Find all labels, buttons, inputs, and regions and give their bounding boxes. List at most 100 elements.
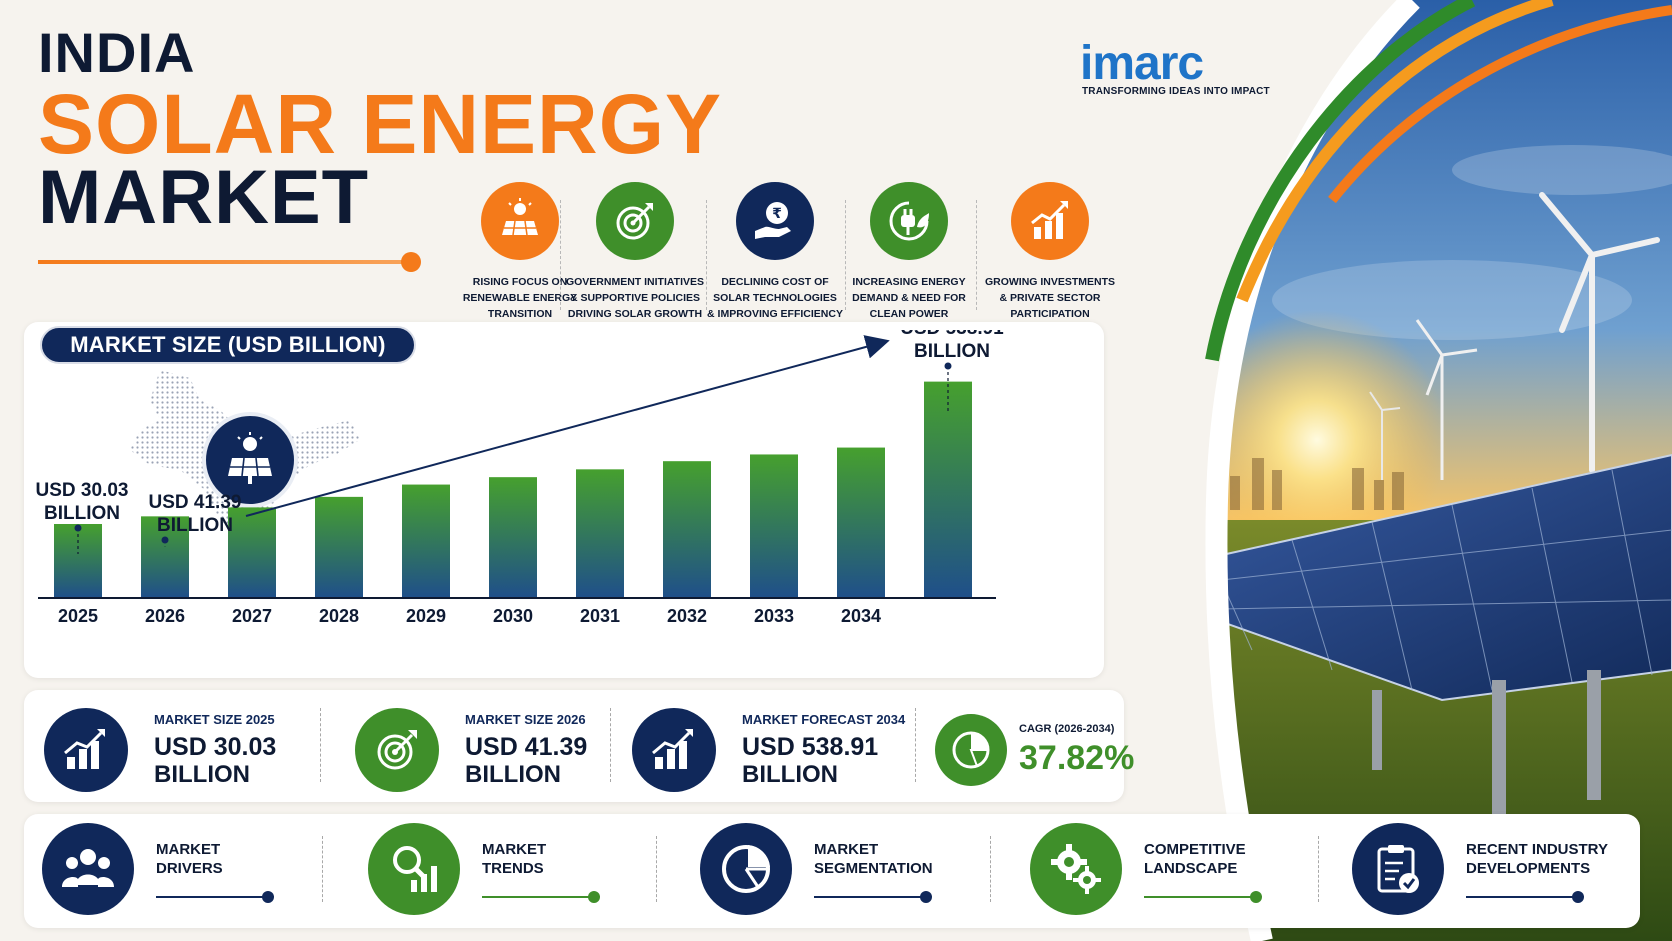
data-label-line: USD 41.39 — [149, 492, 242, 513]
title-underline — [38, 260, 413, 264]
chart-bar — [663, 461, 711, 598]
driver-item: INCREASING ENERGY DEMAND & NEED FOR CLEAN … — [834, 182, 984, 322]
kpi-label: MARKET SIZE 2025 — [154, 711, 275, 727]
bar-chart-icon — [44, 708, 128, 792]
divider — [976, 200, 977, 310]
x-tick-label: 2032 — [667, 606, 707, 626]
data-label: USD 538.91 BILLION — [900, 330, 1004, 362]
target-icon — [355, 708, 439, 792]
divider — [610, 708, 611, 782]
magnifier-chart-icon — [368, 823, 460, 915]
nav-label-line: COMPETITIVE — [1144, 841, 1246, 858]
x-tick-label: 2028 — [319, 606, 359, 626]
nav-label-line: RECENT INDUSTRY — [1466, 841, 1608, 858]
brand-logo: imarc — [1080, 37, 1204, 90]
chart-bar — [924, 381, 972, 598]
driver-label-line: & SUPPORTIVE POLICIES — [569, 292, 701, 304]
driver-label-line: RISING FOCUS ON — [472, 276, 568, 288]
driver-label-line: DRIVING SOLAR GROWTH — [567, 308, 703, 320]
kpi-value-line-2: BILLION — [742, 760, 838, 788]
driver-label-line: TRANSITION — [487, 308, 553, 320]
nav-label-line: DRIVERS — [156, 860, 223, 877]
data-label-line: USD 30.03 — [36, 480, 129, 501]
kpi-value-line-2: BILLION — [465, 760, 561, 788]
divider — [560, 200, 561, 310]
chart-bar — [402, 484, 450, 598]
driver-label-line: GROWING INVESTMENTS — [984, 276, 1116, 288]
leader-dot — [944, 362, 952, 370]
divider — [322, 836, 323, 902]
growth-chart-icon — [1011, 182, 1089, 260]
kpi-value-line-2: BILLION — [154, 760, 250, 788]
x-tick-label: 2026 — [145, 606, 185, 626]
data-label-line: BILLION — [914, 341, 990, 362]
people-icon — [42, 823, 134, 915]
clipboard-icon — [1352, 823, 1444, 915]
driver-label-line: PARTICIPATION — [1010, 308, 1090, 320]
driver-label-line: DECLINING COST OF — [721, 276, 829, 288]
data-label: USD 30.03 BILLION — [36, 480, 129, 524]
kpi-value-line-1: USD 41.39 — [465, 732, 588, 761]
data-label-line: USD 538.91 — [900, 330, 1004, 339]
x-tick-label: 2029 — [406, 606, 446, 626]
x-tick-label: 2033 — [754, 606, 794, 626]
title-underline-dot — [401, 252, 421, 272]
pie-chart-icon — [935, 714, 1007, 786]
nav-label-line: MARKET — [156, 841, 221, 858]
driver-label-line: CLEAN POWER — [869, 308, 949, 320]
nav-competitive-landscape[interactable]: COMPETITIVE LANDSCAPE — [1030, 822, 1294, 916]
solar-farm-photo — [1112, 0, 1672, 941]
nav-label-line: MARKET — [482, 841, 547, 858]
divider — [320, 708, 321, 782]
chart-bar — [228, 507, 276, 598]
kpi-market-forecast-2034: MARKET FORECAST 2034 USD 538.91 BILLION — [632, 700, 905, 800]
data-label-line: BILLION — [157, 515, 233, 536]
chart-bar — [576, 469, 624, 598]
divider — [1318, 836, 1319, 902]
nav-underline — [1466, 891, 1584, 903]
nav-label-line: TRENDS — [482, 860, 544, 877]
driver-label-line: & IMPROVING EFFICIENCY — [707, 308, 843, 320]
chart-bar — [315, 496, 363, 598]
divider — [656, 836, 657, 902]
leader-dot — [74, 524, 82, 532]
kpi-label: MARKET SIZE 2026 — [465, 711, 586, 727]
driver-label-line: RENEWABLE ENERGY — [462, 292, 578, 304]
target-icon — [596, 182, 674, 260]
driver-label-line: DEMAND & NEED FOR — [852, 292, 966, 304]
nav-label-line: LANDSCAPE — [1144, 860, 1238, 877]
driver-label-line: & PRIVATE SECTOR — [999, 292, 1101, 304]
divider — [915, 708, 916, 782]
trend-arrow — [245, 335, 890, 517]
nav-underline — [814, 891, 932, 903]
kpi-label: CAGR (2026-2034) — [1019, 722, 1115, 735]
driver-item: GROWING INVESTMENTS & PRIVATE SECTOR PARTI… — [975, 182, 1125, 322]
pie-chart-icon — [700, 823, 792, 915]
kpi-market-size-2025: MARKET SIZE 2025 USD 30.03 BILLION — [44, 700, 276, 800]
title-line-1: INDIA — [38, 21, 196, 84]
market-size-label: MARKET SIZE (USD BILLION) — [40, 326, 416, 364]
kpi-value-line-1: USD 538.91 — [742, 732, 879, 761]
x-tick-label: 2034 — [841, 606, 881, 626]
nav-market-segmentation[interactable]: MARKET SEGMENTATION — [700, 822, 964, 916]
kpi-cagr: CAGR (2026-2034) 37.82% — [935, 700, 1134, 800]
nav-underline — [1144, 891, 1262, 903]
nav-label-line: MARKET — [814, 841, 879, 858]
nav-underline — [482, 891, 600, 903]
market-size-chart: 2025 2026 2027 2028 2029 2030 2031 2032 2033 2034… — [36, 330, 1005, 626]
svg-text:₹: ₹ — [772, 206, 782, 222]
nav-recent-industry-developments[interactable]: RECENT INDUSTRY DEVELOPMENTS — [1352, 822, 1616, 916]
nav-market-drivers[interactable]: MARKET DRIVERS — [42, 822, 306, 916]
chart-bar — [750, 454, 798, 598]
x-tick-label: 2027 — [232, 606, 272, 626]
data-label-line: BILLION — [44, 503, 120, 524]
data-label: USD 41.39 BILLION — [149, 492, 242, 536]
nav-market-trends[interactable]: MARKET TRENDS — [368, 822, 632, 916]
driver-label-line: INCREASING ENERGY — [852, 276, 966, 288]
nav-label-line: DEVELOPMENTS — [1466, 860, 1591, 877]
title-line-3: MARKET — [38, 155, 370, 240]
chart-bar — [141, 516, 189, 598]
divider — [706, 200, 707, 310]
nav-label-line: SEGMENTATION — [814, 860, 933, 877]
kpi-value-line-1: USD 30.03 — [154, 732, 277, 761]
